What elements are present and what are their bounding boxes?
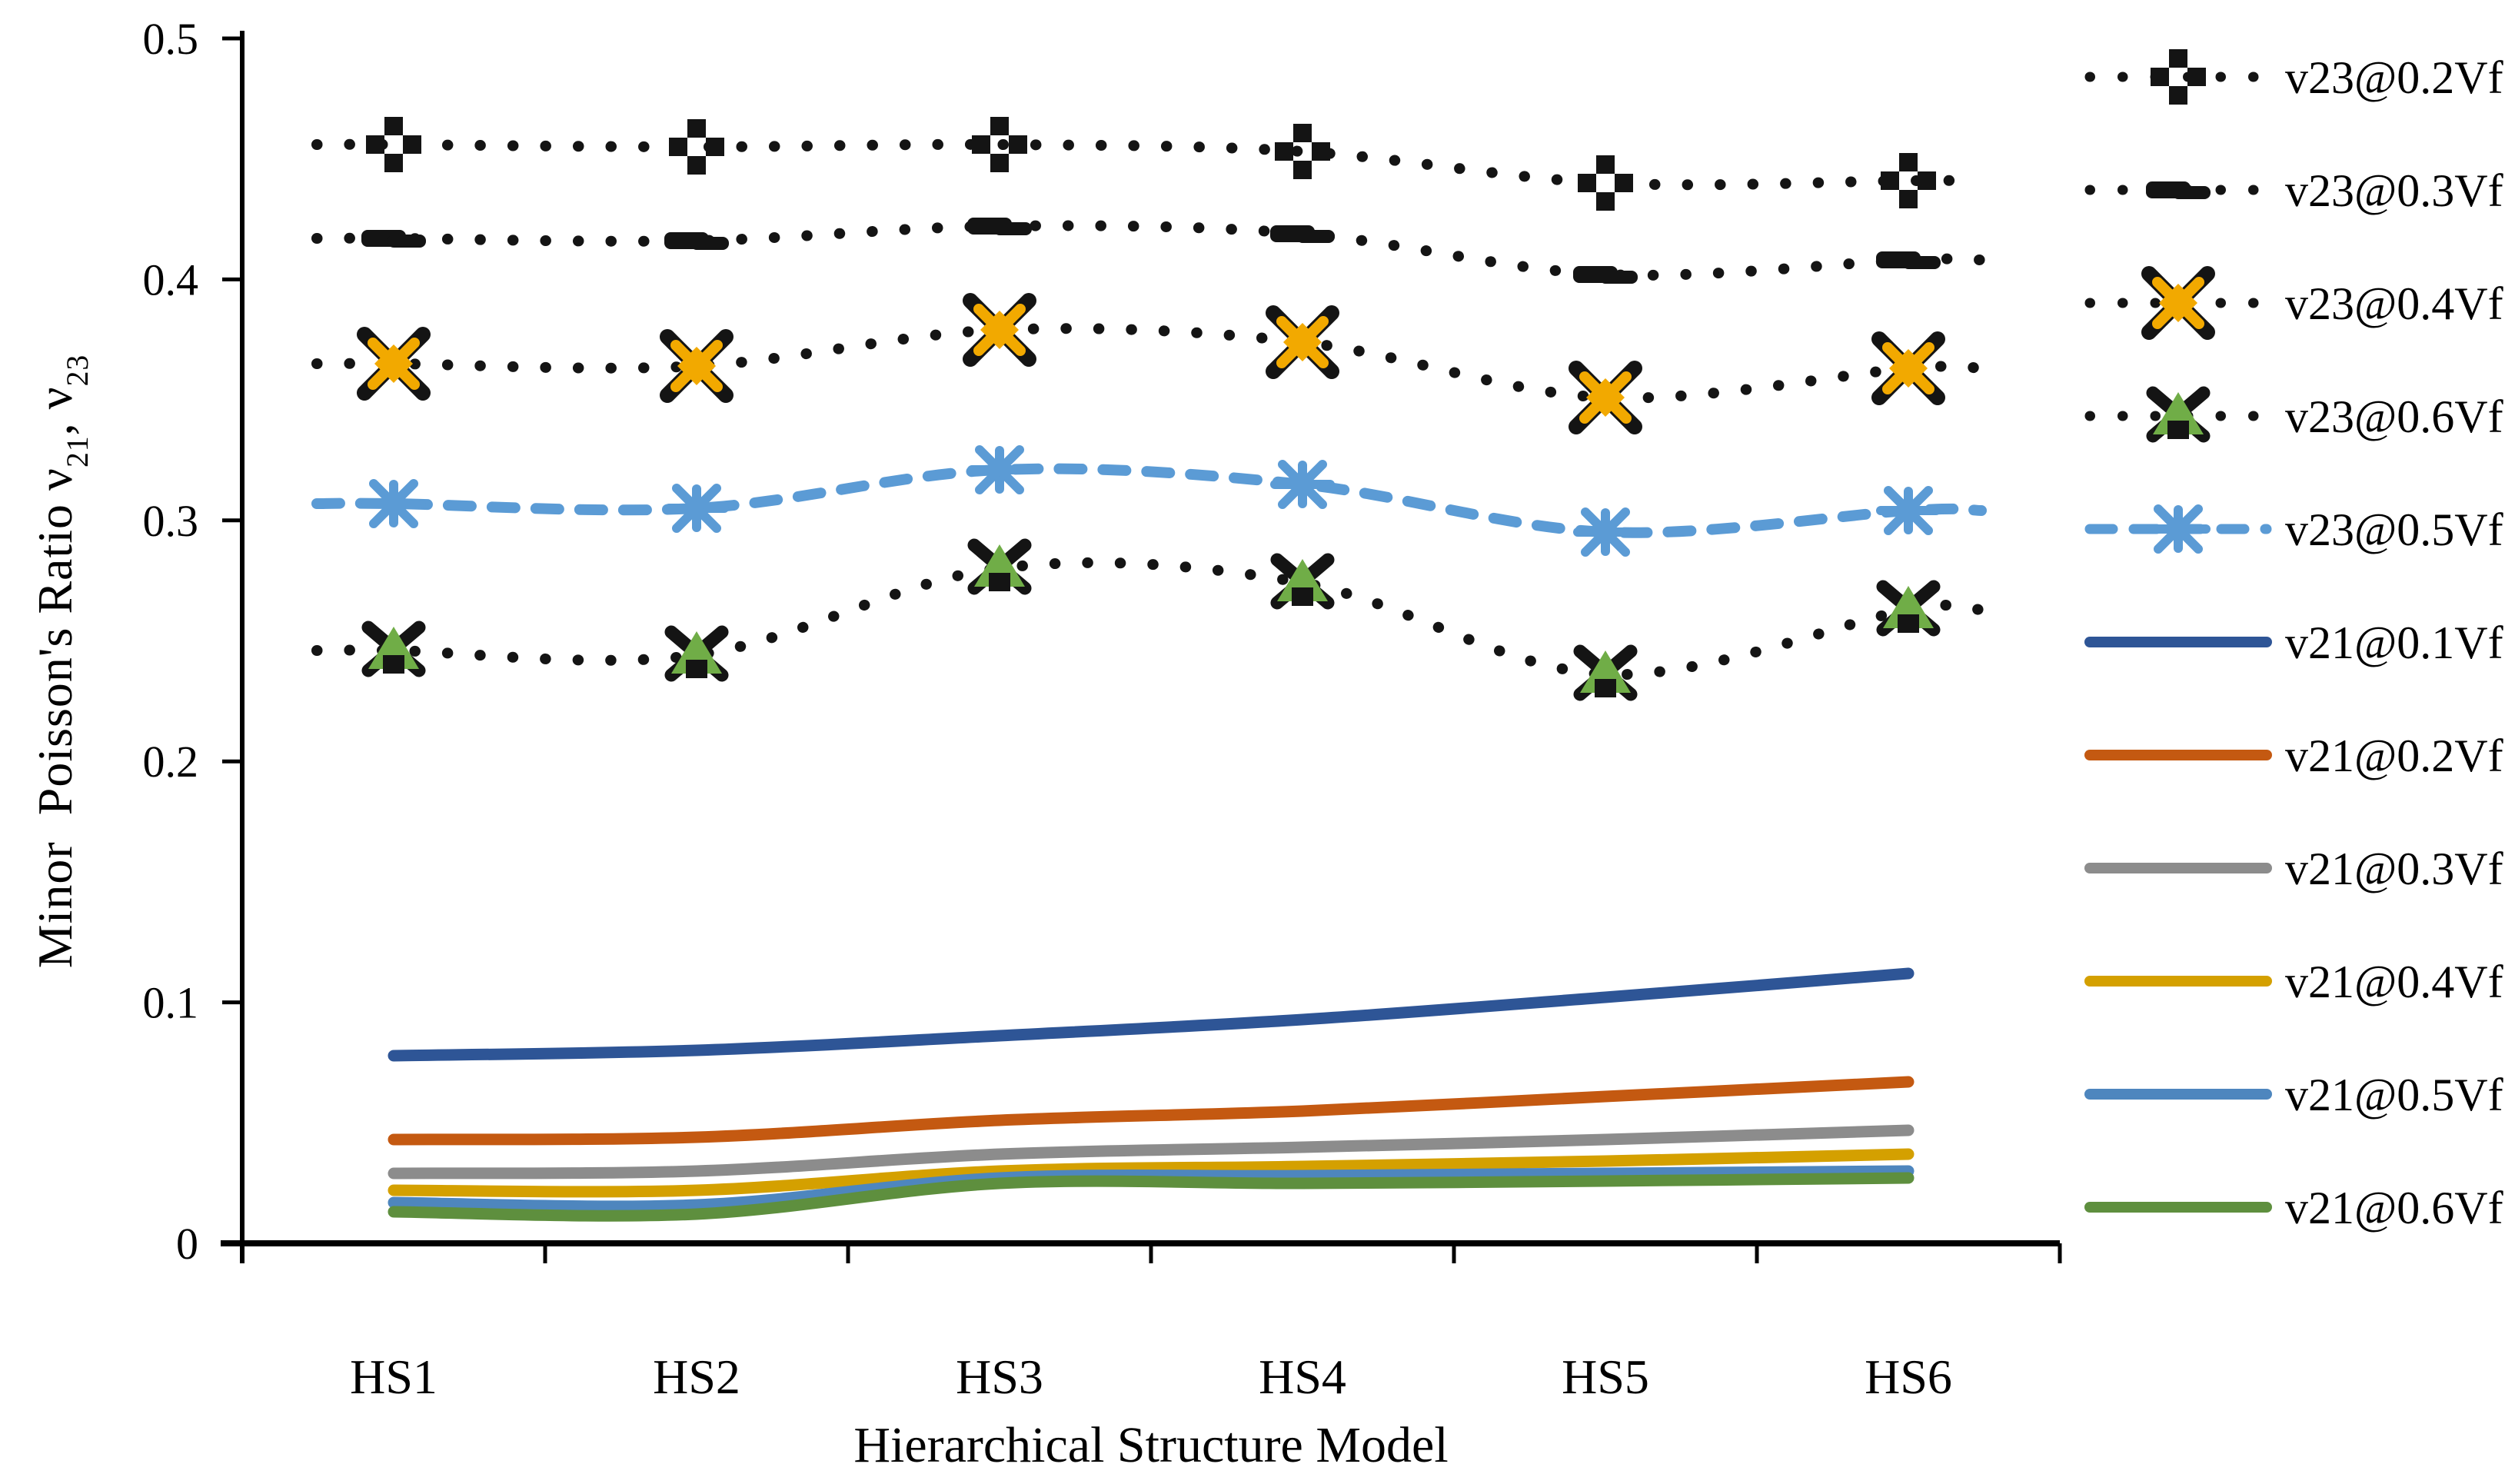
marker-v23@0.3Vf-HS1 [361,230,426,248]
marker-v23@0.5Vf-HS5 [1573,507,1638,557]
series-line-v21@0.4Vf [388,1148,1915,1198]
y-tick-label: 0.5 [143,14,199,64]
x-tick-label: HS5 [1562,1349,1649,1404]
legend-label: v23@0.5Vf [2285,504,2503,555]
marker-v23@0.2Vf-HS1 [366,117,421,172]
series-line-v23@0.5Vf [311,463,1987,538]
x-tick-label: HS1 [350,1349,437,1404]
x-tick-label: HS4 [1259,1349,1346,1404]
marker-v23@0.4Vf-HS6 [1871,331,1945,405]
marker-v23@0.6Vf-HS3 [967,538,1032,595]
legend-marker-v23@0.2Vf [2151,49,2206,105]
legend-item-v21@0.5Vf: v21@0.5Vf [2084,1070,2503,1120]
series-line-v23@0.4Vf [311,323,1987,404]
marker-v23@0.4Vf-HS4 [1266,305,1339,379]
y-tick-label: 0.3 [143,496,199,546]
legend-label: v23@0.4Vf [2285,278,2503,329]
marker-v23@0.2Vf-HS6 [1881,153,1936,208]
marker-v23@0.4Vf-HS5 [1569,361,1642,434]
series-line-v21@0.5Vf [388,1165,1915,1213]
legend-marker-v23@0.4Vf [2141,266,2215,340]
marker-v23@0.2Vf-HS4 [1275,124,1330,179]
series-markers-v23@0.6Vf [361,538,1941,701]
legend-label: v23@0.3Vf [2285,165,2503,216]
marker-v23@0.2Vf-HS5 [1578,155,1633,211]
marker-v23@0.4Vf-HS2 [660,329,734,403]
series-line-v21@0.3Vf [388,1124,1915,1180]
legend-label: v23@0.2Vf [2285,52,2503,103]
series-line-v21@0.6Vf [388,1172,1915,1222]
series-line-v23@0.2Vf [311,138,1987,191]
marker-v23@0.3Vf-HS2 [664,232,729,250]
marker-v23@0.5Vf-HS6 [1876,486,1941,535]
legend-label: v21@0.5Vf [2285,1070,2503,1120]
marker-v23@0.5Vf-HS4 [1270,460,1335,509]
legend-label: v23@0.6Vf [2285,391,2503,442]
marker-v23@0.6Vf-HS5 [1573,644,1638,701]
legend-label: v21@0.4Vf [2285,957,2503,1007]
legend-label: v21@0.1Vf [2285,617,2503,668]
legend-item-v21@0.4Vf: v21@0.4Vf [2084,957,2503,1007]
legend-item-v21@0.2Vf: v21@0.2Vf [2084,730,2503,781]
legend-item-v23@0.2Vf: v23@0.2Vf [2084,49,2503,105]
x-tick-label: HS3 [956,1349,1043,1404]
legend-item-v21@0.1Vf: v21@0.1Vf [2084,617,2503,668]
marker-v23@0.4Vf-HS3 [963,293,1036,367]
marker-v23@0.2Vf-HS2 [669,119,724,175]
series-line-v23@0.6Vf [311,557,1987,680]
series-line-v21@0.1Vf [388,967,1915,1062]
marker-v23@0.6Vf-HS4 [1270,553,1335,610]
series-line-v23@0.3Vf [311,220,1987,281]
marker-v23@0.3Vf-HS5 [1573,266,1638,284]
legend-item-v23@0.4Vf: v23@0.4Vf [2084,266,2503,340]
series-markers-v23@0.4Vf [357,293,1945,434]
legend-item-v23@0.6Vf: v23@0.6Vf [2084,386,2503,443]
marker-v23@0.3Vf-HS4 [1270,225,1335,243]
y-tick-label: 0.1 [143,978,199,1028]
legend-marker-v23@0.3Vf [2146,181,2211,199]
marker-v23@0.5Vf-HS3 [967,445,1032,494]
x-tick-label: HS6 [1865,1349,1952,1404]
legend: v23@0.2Vf v23@0.3Vf v23@0.4Vf v23@0.6Vf v23@… [2084,49,2503,1233]
marker-v23@0.5Vf-HS2 [664,484,729,533]
x-tick-label: HS2 [653,1349,740,1404]
marker-v23@0.2Vf-HS3 [972,117,1027,172]
marker-v23@0.6Vf-HS1 [361,621,426,677]
series-markers-v23@0.5Vf [361,445,1941,557]
legend-marker-v23@0.6Vf [2146,386,2211,443]
legend-label: v21@0.6Vf [2285,1183,2503,1233]
legend-item-v23@0.3Vf: v23@0.3Vf [2084,165,2503,216]
y-tick-label: 0.2 [143,737,199,787]
series-markers-v23@0.3Vf [361,218,1941,284]
legend-item-v21@0.3Vf: v21@0.3Vf [2084,843,2503,894]
marker-v23@0.6Vf-HS2 [664,625,729,682]
series-markers-v23@0.2Vf [366,117,1936,211]
marker-v23@0.5Vf-HS1 [361,479,426,528]
legend-label: v21@0.3Vf [2285,843,2503,894]
marker-v23@0.6Vf-HS6 [1876,580,1941,637]
legend-marker-v23@0.5Vf [2146,504,2211,554]
y-tick-label: 0 [176,1219,198,1269]
marker-v23@0.3Vf-HS6 [1876,251,1941,269]
marker-v23@0.3Vf-HS3 [967,218,1032,235]
legend-label: v21@0.2Vf [2285,730,2503,781]
legend-item-v21@0.6Vf: v21@0.6Vf [2084,1183,2503,1233]
legend-item-v23@0.5Vf: v23@0.5Vf [2084,504,2503,555]
marker-v23@0.4Vf-HS1 [357,327,431,401]
y-tick-label: 0.4 [143,255,199,304]
series-line-v21@0.2Vf [388,1076,1915,1146]
x-axis-title: Hierarchical Structure Model [853,1417,1449,1473]
